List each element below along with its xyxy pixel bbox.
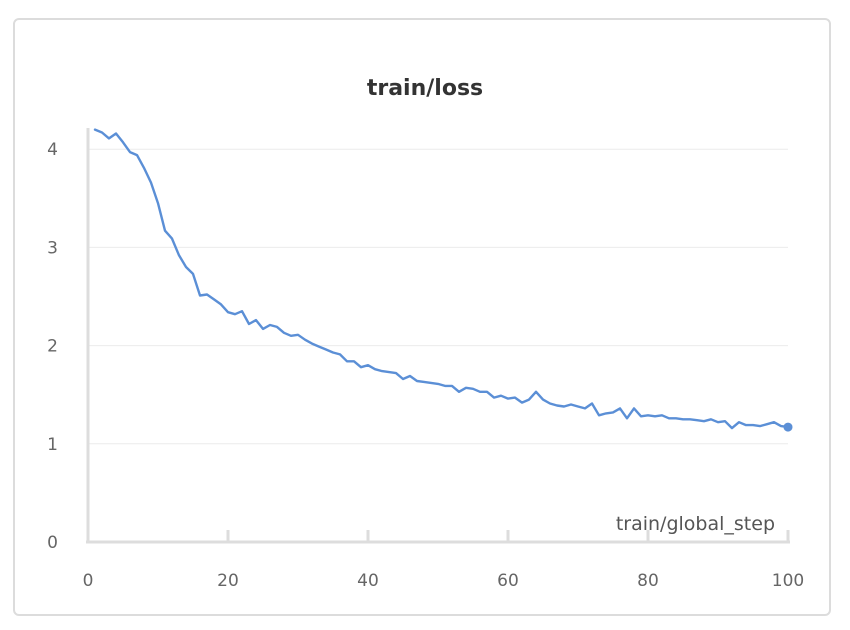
x-tick-label: 40 — [357, 571, 379, 591]
y-tick-label: 0 — [47, 533, 58, 553]
y-tick-label: 2 — [47, 337, 58, 357]
y-tick-label: 4 — [47, 140, 58, 160]
chart-panel — [13, 18, 831, 616]
x-axis-label: train/global_step — [616, 513, 775, 535]
x-tick-label: 100 — [772, 571, 804, 591]
grid-lines — [88, 148, 788, 445]
x-tick-label: 20 — [217, 571, 239, 591]
y-tick-label: 1 — [47, 435, 58, 455]
x-tick-label: 80 — [637, 571, 659, 591]
x-tick-label: 60 — [497, 571, 519, 591]
chart-title: train/loss — [366, 76, 484, 101]
y-tick-label: 3 — [47, 238, 58, 258]
loss-series-line — [93, 128, 790, 430]
last-point-marker — [783, 422, 793, 432]
x-tick-label: 0 — [83, 571, 94, 591]
series-layer — [93, 128, 793, 432]
